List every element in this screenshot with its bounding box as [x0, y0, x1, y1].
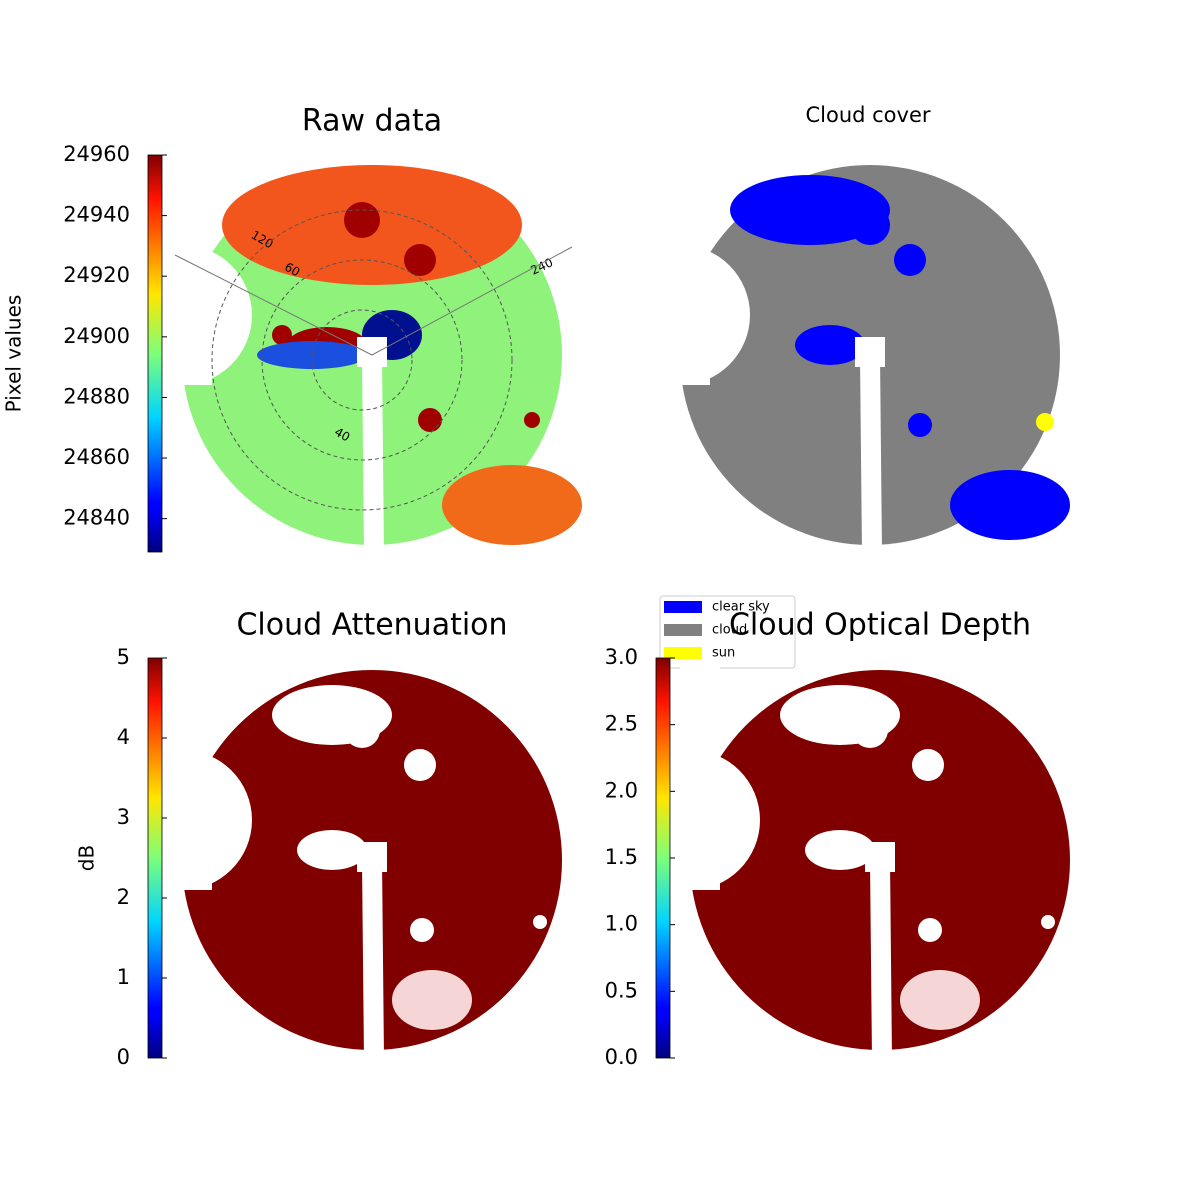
sky-image: [620, 660, 1070, 1060]
colorbar-tick-label: 24880: [63, 384, 130, 408]
sky-patch: [950, 470, 1070, 540]
sky-patch: [524, 412, 540, 428]
sky-patch: [418, 408, 442, 432]
mask-square: [855, 337, 885, 367]
legend-swatch: [664, 601, 702, 613]
sky-patch: [410, 918, 434, 942]
sky-image: [112, 660, 562, 1060]
mask-corner: [670, 155, 710, 385]
colorbar-tick-label: 3.0: [605, 645, 638, 669]
colorbar: [147, 657, 163, 1059]
mask-strip: [362, 860, 384, 1060]
sun-mask: [1041, 915, 1055, 929]
sky-patch: [900, 970, 980, 1030]
sky-patch: [297, 830, 367, 870]
sky-patch: [918, 918, 942, 942]
sky-patch: [912, 749, 944, 781]
colorbar: [655, 657, 671, 1059]
mask-corner: [680, 660, 720, 890]
mask-square: [357, 842, 387, 872]
polar-ring: [261, 259, 463, 461]
mask-strip: [860, 355, 882, 555]
sky-patch: [272, 325, 292, 345]
colorbar-tick-label: 2: [117, 885, 130, 909]
colorbar-tick-label: 2.0: [605, 778, 638, 802]
polar-label: 60: [282, 260, 302, 280]
colorbar-label: dB: [75, 845, 99, 871]
sky-patch: [392, 970, 472, 1030]
sky-image: [610, 155, 1070, 555]
panel-title: Cloud cover: [805, 103, 930, 127]
colorbar-tick-label: 5: [117, 645, 130, 669]
polar-spoke: [371, 246, 573, 356]
legend-swatch: [664, 624, 702, 636]
colorbar-tick-label: 1.0: [605, 912, 638, 936]
colorbar-tick-label: 24900: [63, 324, 130, 348]
sky-patch: [908, 413, 932, 437]
colorbar-tick-label: 0: [117, 1045, 130, 1069]
mask-strip: [362, 355, 384, 555]
mask-square: [865, 842, 895, 872]
mask-corner: [172, 155, 212, 385]
colorbar-label: Pixel values: [2, 295, 26, 413]
sky-patch: [404, 244, 436, 276]
polar-spoke: [174, 254, 373, 356]
colorbar-tick-label: 24920: [63, 263, 130, 287]
colorbar-tick-label: 24940: [63, 203, 130, 227]
legend-label: clear sky: [712, 600, 770, 615]
sun-marker: [1036, 413, 1054, 431]
colorbar-tick-label: 0.5: [605, 978, 638, 1002]
polar-label: 40: [332, 425, 352, 445]
sky-patch: [805, 830, 875, 870]
sky-patch: [344, 202, 380, 238]
legend-label: cloud: [712, 623, 747, 638]
colorbar-tick-label: 24960: [63, 142, 130, 166]
sky-patch: [442, 465, 582, 545]
sky-patch: [850, 205, 890, 245]
colorbar-tick-label: 24860: [63, 445, 130, 469]
legend: clear sky cloud sun: [659, 595, 796, 669]
colorbar-tick-label: 0.0: [605, 1045, 638, 1069]
mask-corner: [172, 660, 212, 890]
sky-image: [112, 155, 582, 555]
colorbar: [147, 154, 163, 553]
mask-strip: [870, 860, 892, 1060]
colorbar-tick-label: 2.5: [605, 712, 638, 736]
panel-title: Cloud Attenuation: [236, 608, 507, 643]
sky-patch: [344, 712, 380, 748]
polar-ring: [211, 209, 513, 511]
sun-mask: [533, 915, 547, 929]
legend-swatch: [664, 647, 702, 659]
sky-patch: [894, 244, 926, 276]
polar-ring: [311, 309, 413, 411]
sky-patch: [852, 712, 888, 748]
colorbar-tick-label: 4: [117, 725, 130, 749]
colorbar-tick-label: 3: [117, 805, 130, 829]
sky-patch: [404, 749, 436, 781]
panel-title: Cloud Optical Depth: [729, 608, 1031, 643]
legend-label: sun: [712, 646, 735, 661]
colorbar-tick-label: 1: [117, 965, 130, 989]
colorbar-tick-label: 24840: [63, 506, 130, 530]
panel-title: Raw data: [302, 104, 442, 139]
mask-square: [357, 337, 387, 367]
sky-patch: [730, 175, 890, 245]
colorbar-tick-label: 1.5: [605, 845, 638, 869]
sky-patch: [795, 325, 865, 365]
